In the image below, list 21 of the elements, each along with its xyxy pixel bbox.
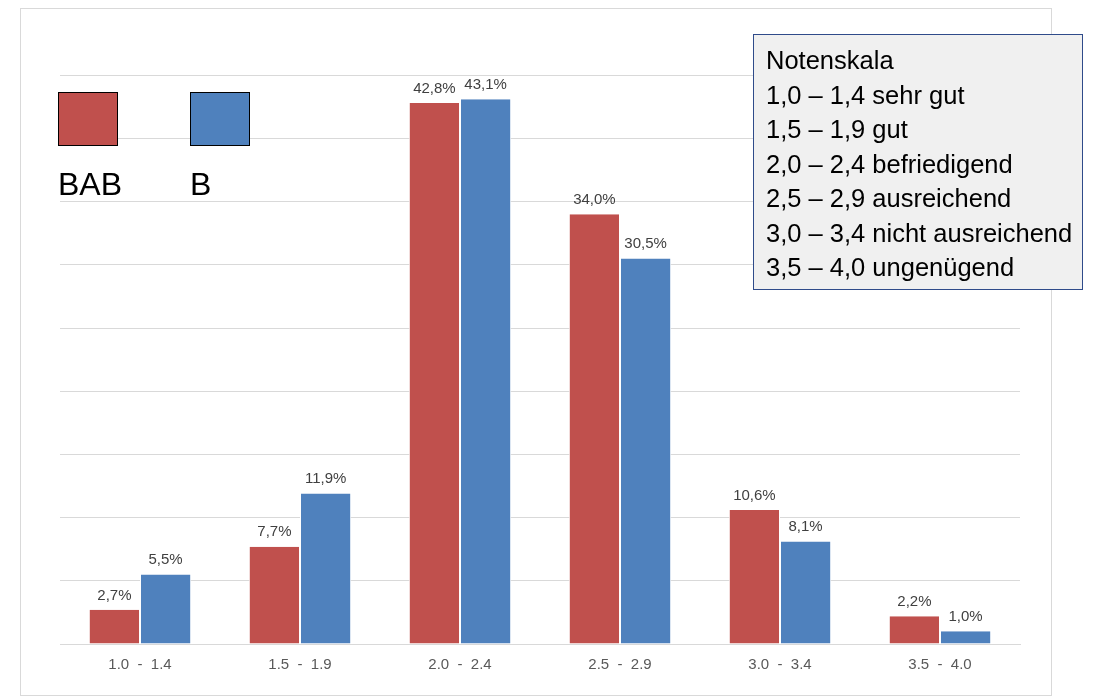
- legend-label: B: [190, 166, 212, 203]
- data-label: 43,1%: [464, 74, 507, 92]
- x-tick-label: 1.0 - 1.4: [108, 655, 172, 673]
- annotation: Notenskala 1,0 – 1,4 sehr gut 1,5 – 1,9 gut 2,0 – 2,4 befriedigend 2,5 – 2,9 ausreichend 3,0 – 3,4 nicht ausreichend 3,5 – 4,0 ungenügend: [753, 34, 1084, 290]
- data-label: 30,5%: [624, 234, 667, 252]
- x-tick-label: 2.0 - 2.4: [428, 655, 492, 673]
- data-label: 10,6%: [733, 485, 776, 503]
- data-label: 7,7%: [257, 522, 292, 540]
- x-tick-label: 1.5 - 1.9: [268, 655, 332, 673]
- legend-label: BAB: [58, 166, 123, 203]
- data-label: 42,8%: [413, 78, 456, 96]
- data-label: 8,1%: [788, 517, 823, 535]
- data-label: 2,7%: [97, 585, 132, 603]
- x-tick-label: 2.5 - 2.9: [588, 655, 652, 673]
- data-label: 11,9%: [304, 469, 347, 487]
- data-label: 34,0%: [573, 189, 616, 207]
- x-tick-label: 3.5 - 4.0: [908, 655, 972, 673]
- x-tick-label: 3.0 - 3.4: [748, 655, 812, 673]
- data-label: 1,0%: [948, 607, 983, 624]
- data-label: 2,2%: [897, 591, 932, 609]
- data-label: 5,5%: [148, 550, 183, 568]
